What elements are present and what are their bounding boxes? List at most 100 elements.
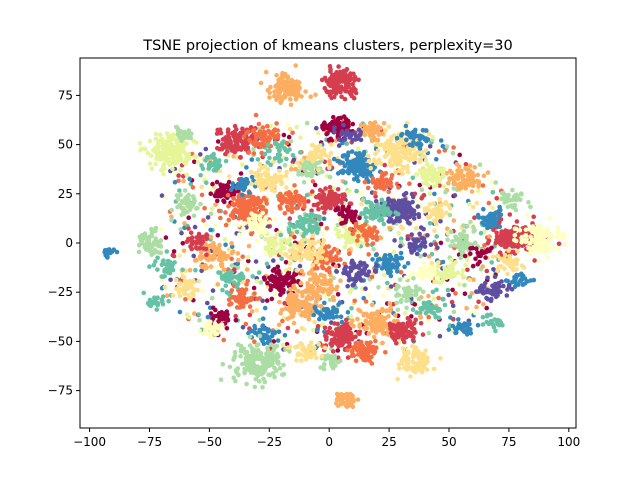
- scatter-point: [434, 287, 439, 293]
- scatter-point: [145, 235, 151, 240]
- scatter-point: [426, 131, 432, 137]
- scatter-point: [335, 158, 340, 164]
- scatter-point: [169, 214, 174, 220]
- scatter-point: [208, 234, 214, 240]
- scatter-point: [346, 248, 352, 253]
- scatter-point: [448, 243, 453, 249]
- scatter-point: [255, 342, 261, 347]
- scatter-point: [210, 181, 215, 187]
- scatter-point: [406, 350, 411, 356]
- scatter-point: [415, 150, 420, 155]
- scatter-point: [221, 186, 227, 191]
- scatter-point: [383, 153, 389, 158]
- scatter-point: [407, 181, 412, 186]
- scatter-point: [230, 181, 235, 186]
- scatter-point: [183, 161, 188, 166]
- scatter-point: [322, 75, 328, 81]
- scatter-point: [365, 341, 370, 347]
- scatter-point: [410, 367, 415, 373]
- scatter-point: [258, 370, 264, 376]
- scatter-point: [346, 166, 352, 172]
- scatter-point: [322, 294, 328, 299]
- scatter-point: [215, 190, 221, 196]
- scatter-point: [244, 357, 249, 362]
- scatter-point: [147, 248, 152, 254]
- scatter-point: [359, 190, 364, 195]
- scatter-point: [137, 141, 143, 146]
- scatter-point: [490, 205, 496, 211]
- scatter-point: [354, 275, 360, 281]
- scatter-point: [545, 226, 550, 232]
- scatter-point: [451, 186, 457, 191]
- scatter-point: [512, 226, 518, 232]
- scatter-point: [222, 137, 228, 143]
- scatter-point: [320, 249, 326, 254]
- scatter-point: [493, 221, 498, 226]
- scatter-point: [398, 243, 403, 249]
- scatter-point: [330, 349, 336, 354]
- scatter-point: [196, 312, 201, 317]
- scatter-point: [231, 154, 236, 159]
- scatter-point: [233, 318, 239, 323]
- scatter-point: [327, 189, 333, 195]
- scatter-point: [420, 175, 426, 180]
- scatter-point: [457, 237, 463, 242]
- scatter-point: [338, 278, 343, 284]
- scatter-point: [412, 348, 417, 354]
- scatter-point: [166, 298, 171, 304]
- scatter-point: [351, 169, 357, 175]
- scatter-point: [407, 331, 412, 337]
- scatter-point: [344, 157, 350, 162]
- scatter-point: [246, 150, 252, 155]
- scatter-point: [184, 312, 190, 317]
- scatter-point: [404, 360, 410, 366]
- scatter-point: [276, 329, 282, 335]
- scatter-point: [279, 281, 285, 287]
- scatter-point: [378, 161, 384, 166]
- scatter-point: [324, 226, 330, 231]
- scatter-point: [502, 200, 508, 205]
- scatter-point: [349, 353, 355, 359]
- scatter-point: [145, 150, 151, 156]
- scatter-point: [458, 255, 463, 261]
- scatter-point: [232, 129, 237, 135]
- scatter-point: [505, 204, 511, 210]
- scatter-point: [467, 201, 472, 207]
- scatter-point: [268, 362, 273, 367]
- scatter-point: [279, 256, 285, 262]
- scatter-point: [510, 249, 516, 255]
- scatter-point: [397, 140, 402, 146]
- scatter-point: [512, 204, 517, 210]
- scatter-point: [191, 196, 197, 201]
- scatter-point: [545, 255, 550, 261]
- scatter-point: [488, 224, 493, 230]
- scatter-point: [208, 227, 213, 233]
- scatter-point: [171, 249, 177, 254]
- scatter-point: [427, 300, 432, 305]
- scatter-point: [155, 267, 160, 272]
- scatter-point: [425, 162, 430, 167]
- scatter-point: [271, 129, 276, 135]
- scatter-point: [495, 268, 500, 273]
- scatter-point: [275, 132, 281, 138]
- scatter-point: [406, 157, 412, 163]
- scatter-point: [486, 238, 492, 244]
- scatter-point: [562, 234, 567, 239]
- scatter-point: [366, 331, 372, 336]
- scatter-point: [285, 75, 291, 81]
- scatter-point: [262, 305, 268, 311]
- scatter-point: [397, 366, 402, 371]
- scatter-point: [203, 146, 209, 152]
- scatter-point: [541, 249, 547, 254]
- scatter-point: [249, 174, 255, 180]
- scatter-point: [408, 374, 413, 379]
- scatter-point: [272, 217, 278, 222]
- scatter-point: [373, 319, 379, 325]
- scatter-point: [165, 143, 171, 148]
- scatter-point: [359, 211, 364, 216]
- scatter-point: [208, 186, 213, 192]
- scatter-point: [251, 285, 257, 291]
- scatter-point: [480, 264, 486, 269]
- scatter-point: [431, 366, 437, 372]
- scatter-point: [317, 187, 323, 193]
